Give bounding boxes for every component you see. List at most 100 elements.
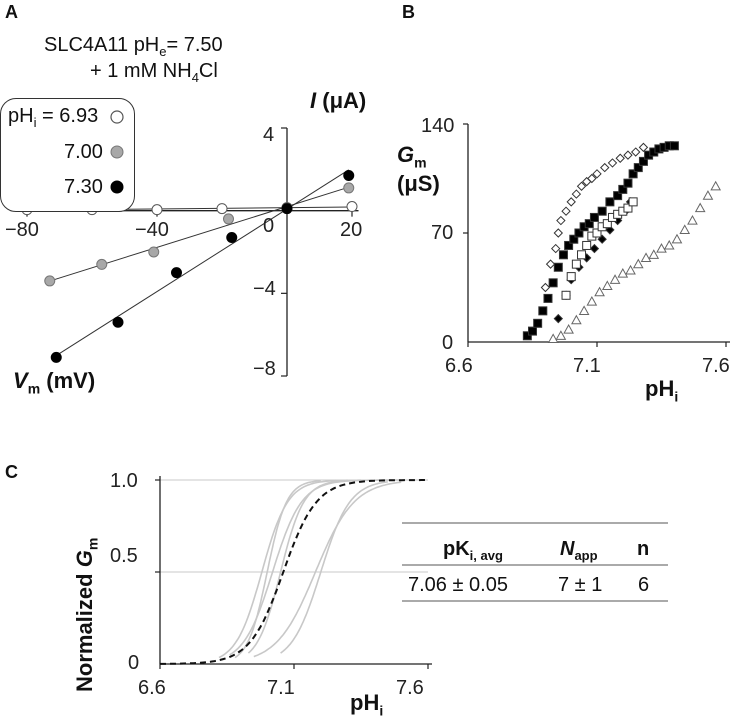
panel-b-point-filled-square: [548, 278, 558, 288]
panel-c-individual-fit-curve: [247, 479, 361, 654]
panel-a-ylabel: I (μA): [310, 88, 367, 113]
legend-marker-open: [110, 110, 124, 124]
panel-a-xtick-20: 20: [340, 219, 363, 241]
panel-b-point-open-triangle: [563, 324, 574, 334]
panel-b-point-filled-diamond: [553, 313, 564, 324]
panel-c-individual-fit-curve: [229, 479, 402, 656]
table-cell-n: 6: [638, 574, 650, 596]
panel-b-point-open-triangle: [555, 330, 567, 340]
panel-c-ylabel: Normalized Gm: [72, 537, 101, 692]
panel-b-point-open-diamond: [540, 282, 551, 293]
panel-c-individual-fit-curve: [253, 481, 402, 658]
panel-b-point-filled-square: [597, 206, 607, 216]
legend-item-7-30: 7.30: [64, 176, 103, 198]
table-header-pk: pKi, avg: [443, 538, 503, 563]
panel-c-normalized-chart: [155, 476, 668, 669]
panel-c-average-fit-curve: [160, 479, 428, 665]
panel-b-point-open-triangle: [648, 249, 660, 259]
panel-a-point-7-00: [44, 275, 56, 287]
panel-c-xtick-7-1: 7.1: [267, 677, 295, 699]
panel-b-xtick-7-1: 7.1: [573, 355, 601, 377]
panel-b-xlabel: pHi: [645, 376, 679, 405]
panel-b-xtick-6-6: 6.6: [445, 355, 473, 377]
panel-b-point-filled-square: [628, 169, 638, 179]
panel-a-point-7-30: [112, 316, 124, 328]
table-header-n: n: [637, 538, 650, 560]
panel-b-point-open-triangle: [586, 295, 598, 306]
panel-a-point-7-00: [223, 213, 234, 225]
panel-a-xtick-neg40: −40: [135, 219, 169, 241]
panel-b-point-open-triangle: [694, 202, 706, 213]
panel-b-ylabel: Gm (μS): [397, 142, 440, 197]
panel-b-point-open-diamond: [551, 243, 561, 254]
panel-c-xtick-7-6: 7.6: [396, 677, 424, 699]
legend-item-6-93: pHi = 6.93: [8, 105, 99, 130]
legend-item-7-00: 7.00: [64, 141, 103, 163]
panel-a-fit-line-7-30: [55, 169, 350, 356]
panel-b-point-open-triangle: [663, 239, 675, 250]
panel-a-point-7-00: [148, 246, 160, 258]
panel-b-point-filled-diamond: [589, 243, 600, 254]
panel-b-point-open-square: [582, 240, 592, 250]
panel-b-point-filled-square: [569, 234, 579, 244]
panel-b-point-open-triangle: [571, 314, 582, 325]
panel-b-point-open-diamond: [556, 215, 566, 226]
panel-c-ytick-0-5: 0.5: [110, 545, 138, 567]
panel-a-legend: pHi = 6.93 7.00 7.30: [0, 98, 135, 212]
table-cell-pk: 7.06 ± 0.05: [408, 574, 508, 596]
panel-a-ytick-neg8: −8: [253, 358, 276, 380]
panel-c-individual-fit-curve: [280, 481, 388, 654]
panel-b-point-open-square: [602, 219, 612, 229]
panel-b-ytick-0: 0: [442, 332, 454, 354]
panel-b-xtick-7-6: 7.6: [702, 355, 730, 377]
legend-markers: [110, 110, 124, 194]
panel-a-point-7-30: [226, 232, 238, 244]
panel-a-ytick-0: 0: [263, 215, 275, 237]
panel-b-point-open-diamond: [576, 181, 587, 191]
panel-b-point-filled-square: [669, 141, 679, 151]
panel-b-point-open-triangle: [656, 243, 667, 253]
panel-b-point-filled-square: [618, 184, 628, 194]
panel-b-point-open-triangle: [609, 274, 621, 284]
panel-b-point-open-diamond: [587, 173, 597, 184]
panel-b-point-open-square: [577, 250, 587, 260]
panel-b-point-filled-square: [553, 262, 563, 272]
panel-b-point-open-triangle: [578, 305, 590, 315]
panel-b-point-open-square: [623, 203, 633, 213]
panel-a-point-6-93: [216, 203, 228, 215]
panel-a-point-7-00: [343, 182, 355, 194]
panel-b-point-open-square: [592, 228, 602, 238]
panel-b-point-open-triangle: [702, 190, 714, 200]
panel-b-point-filled-square: [522, 331, 532, 341]
panel-b-point-open-triangle: [617, 267, 629, 278]
panel-b-point-open-triangle: [687, 215, 698, 225]
panel-a-condition-line2: + 1 mM NH4Cl: [90, 60, 218, 85]
panel-b-point-open-diamond: [545, 259, 556, 269]
panel-c-xlabel: pHi: [350, 690, 384, 718]
panel-a-point-6-93: [346, 201, 358, 213]
panel-a-point-7-30: [281, 203, 293, 215]
panel-b-point-filled-square: [528, 326, 537, 336]
panel-b-point-filled-square: [533, 318, 543, 328]
panel-a-ytick-neg4: −4: [253, 278, 276, 300]
panel-b-point-open-triangle: [601, 280, 613, 291]
panel-a-letter: A: [5, 2, 18, 22]
panel-b-point-open-diamond: [571, 189, 582, 199]
panel-b-point-open-diamond: [615, 153, 625, 163]
panel-b-point-open-square: [571, 259, 581, 269]
panel-b-ytick-70: 70: [431, 222, 454, 244]
panel-b-point-filled-square: [605, 197, 615, 207]
panel-b-point-filled-square: [613, 191, 623, 201]
panel-c-individual-fit-curve: [218, 479, 348, 659]
panel-b-point-open-triangle: [547, 333, 559, 343]
panel-c-ytick-1: 1.0: [110, 470, 138, 492]
panel-c-individual-fit-curve: [234, 479, 321, 659]
panel-b-point-filled-square: [623, 178, 633, 188]
table-cell-napp: 7 ± 1: [558, 574, 603, 596]
panel-b-point-open-triangle: [594, 286, 605, 297]
panel-b-point-open-triangle: [710, 180, 722, 191]
panel-b-point-open-diamond: [592, 169, 602, 179]
panel-b-point-open-diamond: [600, 162, 610, 173]
panel-b-point-filled-square: [558, 250, 568, 260]
panel-b-ytick-140: 140: [421, 115, 455, 137]
